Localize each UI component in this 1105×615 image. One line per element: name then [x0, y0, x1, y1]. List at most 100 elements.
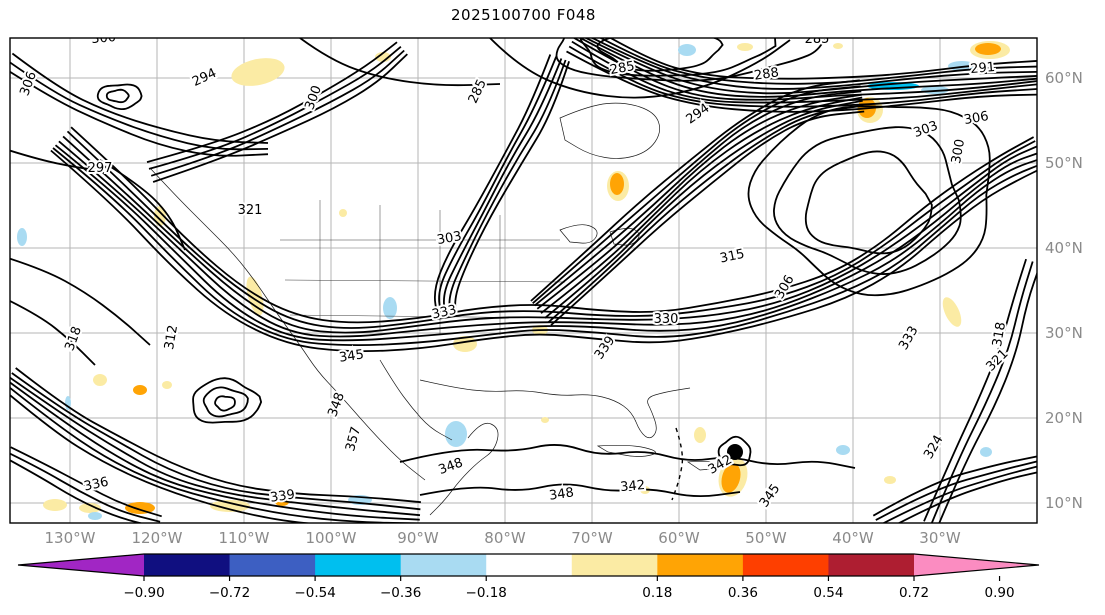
contour-label: 321	[238, 203, 263, 218]
contour-line	[10, 70, 269, 157]
colorbar-segment	[400, 554, 487, 576]
contour-line	[897, 471, 1037, 523]
contour-label: 285	[609, 59, 636, 78]
anomaly-patch	[246, 276, 264, 316]
coastline	[686, 460, 719, 471]
contour-line	[419, 483, 741, 498]
contour-line	[10, 61, 269, 151]
anomaly-patch	[133, 385, 147, 395]
anomaly-patch	[339, 209, 347, 217]
colorbar-tick-label: −0.36	[380, 585, 421, 601]
anomaly-patch	[79, 503, 101, 513]
contour-line	[152, 53, 408, 183]
anomaly-patch	[231, 58, 285, 86]
contour-line	[10, 459, 144, 523]
anomaly-patch	[453, 336, 477, 352]
contour-line	[930, 261, 1034, 523]
lat-tick-label: 30°N	[1045, 324, 1083, 342]
colorbar-segment	[315, 554, 402, 576]
contour-line	[10, 300, 96, 366]
colorbar-tick-label: 0.72	[899, 585, 929, 601]
contour-label: 336	[83, 475, 110, 495]
anomaly-patch	[93, 374, 107, 386]
lon-tick-label: 80°W	[484, 529, 526, 547]
colorbar-tick-label: 0.90	[985, 585, 1015, 601]
colorbar-arrow-right	[914, 554, 1039, 576]
anomaly-patch	[125, 502, 155, 514]
contour-line	[568, 45, 1037, 108]
contour-label: 330	[654, 312, 679, 327]
contour-line	[66, 130, 1036, 329]
colorbar-segment	[571, 554, 658, 576]
contour-label: 300	[91, 30, 117, 47]
colorbar-arrow-left	[18, 554, 144, 576]
coastline	[596, 444, 656, 457]
contour-line	[10, 393, 314, 523]
anomaly-patch	[162, 381, 172, 389]
contour-line	[10, 446, 162, 518]
contour-line	[11, 372, 421, 511]
lon-tick-label: 90°W	[397, 529, 439, 547]
colorbar-tick-label: 0.36	[728, 585, 758, 601]
anomaly-patch	[210, 500, 250, 512]
colorbar-segment	[144, 554, 231, 576]
contour-line	[608, 38, 1037, 80]
colorbar: −0.90 −0.72 −0.54 −0.36 −0.18 0.18 0.36 0.54 0.7…	[17, 553, 1040, 601]
contour-label: 291	[970, 60, 996, 77]
lat-tick-label: 40°N	[1045, 239, 1083, 257]
colorbar-segment	[486, 554, 573, 576]
longitude-axis: 130°W 120°W 110°W 100°W 90°W 80°W 70°W 60°W 50°W…	[45, 529, 961, 547]
contour-line	[717, 435, 752, 467]
plot-title: 2025100700 F048	[451, 6, 596, 24]
contour-line	[566, 50, 1037, 113]
lon-tick-label: 40°W	[832, 529, 874, 547]
contour-label: 333	[896, 324, 921, 353]
contour-line	[192, 377, 263, 424]
anomaly-patch	[610, 173, 624, 195]
contour-label: 306	[17, 70, 40, 98]
contour-line	[555, 38, 826, 82]
anomaly-patch	[737, 43, 753, 51]
anomaly-shading	[17, 41, 1010, 520]
coastline	[419, 379, 691, 439]
contour-line	[882, 465, 1037, 523]
contour-line	[923, 258, 1027, 522]
map-border	[9, 37, 1038, 524]
contour-line	[10, 376, 421, 517]
lon-tick-label: 130°W	[45, 529, 96, 547]
lat-tick-label: 10°N	[1045, 494, 1083, 512]
lat-tick-label: 60°N	[1045, 69, 1083, 87]
lat-tick-label: 20°N	[1045, 409, 1083, 427]
contour-label: 300	[949, 138, 968, 165]
anomaly-patch	[43, 499, 67, 511]
anomaly-patch	[836, 445, 850, 455]
contour-line	[804, 150, 933, 255]
contour-line	[99, 159, 186, 251]
contour-line	[58, 140, 1037, 338]
coastline	[559, 102, 660, 159]
lon-tick-label: 120°W	[132, 529, 183, 547]
contour-line	[399, 444, 856, 469]
colorbar-tick-label: −0.90	[123, 585, 164, 601]
colorbar-segment	[657, 554, 744, 576]
contour-line	[214, 395, 236, 412]
contour-label: 348	[437, 455, 465, 478]
latitude-axis: 60°N 50°N 40°N 30°N 20°N 10°N	[1045, 69, 1083, 512]
contour-line	[671, 427, 684, 501]
anomaly-patch	[445, 421, 467, 447]
contour-line	[96, 83, 143, 110]
contour-label: 294	[190, 66, 219, 90]
state-border	[284, 279, 566, 283]
contour-label: 303	[912, 118, 940, 141]
contour-line	[443, 58, 563, 317]
anomaly-patch	[694, 427, 706, 443]
contour-label: 339	[269, 487, 296, 505]
contour-line	[534, 90, 862, 307]
contour-line	[70, 126, 1035, 324]
contour-line	[773, 126, 962, 275]
colorbar-segment	[742, 554, 829, 576]
coastline	[559, 224, 598, 244]
contour-line	[872, 455, 1037, 517]
lon-tick-label: 30°W	[919, 529, 961, 547]
